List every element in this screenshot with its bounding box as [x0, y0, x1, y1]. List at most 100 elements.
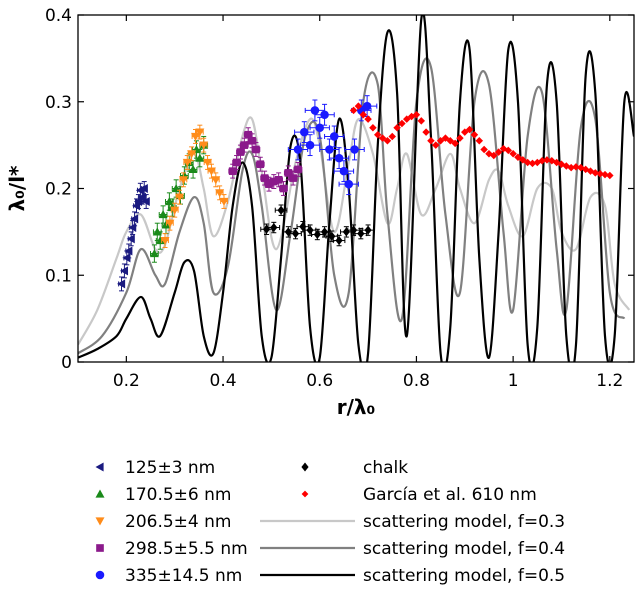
data-point: [451, 139, 459, 148]
data-point: [606, 171, 614, 180]
data-point: [388, 132, 397, 141]
data-point: [349, 225, 358, 235]
legend-label: chalk: [363, 458, 408, 478]
data-point: [165, 219, 175, 228]
legend-marker: [95, 462, 104, 472]
data-point: [294, 165, 302, 174]
legend-item-0: 125±3 nm: [95, 458, 215, 478]
data-point: [490, 151, 498, 160]
data-point: [354, 102, 363, 110]
data-point: [480, 145, 488, 154]
series-6-points: [349, 102, 614, 180]
data-point: [236, 148, 245, 156]
x-tick-label: 0.4: [210, 371, 237, 391]
data-point: [543, 156, 551, 164]
legend-item-1: 170.5±6 nm: [95, 485, 231, 505]
x-tick-label: 1: [508, 371, 519, 391]
data-point: [572, 163, 580, 171]
model-curve-8: [78, 57, 626, 355]
data-point: [139, 184, 148, 193]
data-point: [160, 236, 170, 246]
data-point: [412, 111, 421, 119]
y-tick-label: 0: [61, 353, 72, 373]
data-point: [369, 124, 377, 132]
data-point: [164, 197, 174, 206]
data-point: [244, 130, 253, 139]
data-point: [329, 132, 339, 141]
data-point: [228, 167, 237, 175]
data-point: [509, 150, 517, 158]
legend-item-4: 335±14.5 nm: [95, 566, 242, 586]
legend-label: 298.5±5.5 nm: [125, 539, 248, 559]
data-point: [284, 169, 293, 177]
x-axis-title: r/λ₀: [337, 395, 376, 419]
legend-item-5: chalk: [301, 458, 408, 478]
data-point: [364, 115, 372, 123]
x-tick-label: 1.2: [596, 371, 623, 391]
data-point: [398, 119, 406, 128]
data-point: [170, 206, 180, 215]
data-point: [427, 137, 435, 145]
legend-item-6: García et al. 610 nm: [301, 485, 537, 505]
data-point: [274, 176, 283, 184]
legend-marker: [96, 544, 104, 552]
legend-marker: [301, 462, 309, 472]
legend-label: 170.5±6 nm: [125, 485, 231, 505]
data-point: [494, 148, 503, 156]
data-point: [117, 279, 126, 289]
legend-item-8: scattering model, f=0.4: [260, 539, 565, 559]
legend-marker: [301, 490, 309, 498]
data-point: [206, 167, 216, 176]
data-point: [175, 193, 185, 202]
data-point: [320, 110, 329, 120]
series-0-points: [117, 181, 150, 292]
data-point: [342, 227, 350, 237]
data-point: [374, 130, 382, 139]
data-point: [252, 145, 260, 154]
data-point: [422, 128, 430, 136]
series-8-line-group: [78, 57, 626, 355]
data-point: [359, 111, 368, 119]
data-point: [567, 163, 575, 172]
data-point: [188, 164, 198, 174]
data-point: [199, 141, 209, 150]
legend: 125±3 nm 170.5±6 nm 206.5±4 nm 298.5±5.5 nm…: [95, 458, 565, 586]
plot-area: [78, 15, 634, 362]
data-point: [325, 145, 334, 154]
x-tick-label: 0.8: [403, 371, 430, 391]
series-5-points: [260, 204, 375, 247]
y-axis-title: λ₀/l*: [5, 165, 29, 212]
data-point: [130, 214, 139, 224]
legend-label: 335±14.5 nm: [125, 566, 242, 586]
data-point: [335, 236, 343, 246]
data-point: [344, 179, 354, 189]
y-tick-label: 0.4: [45, 6, 72, 26]
legend-marker: [95, 570, 105, 580]
data-point: [215, 189, 225, 198]
legend-item-9: scattering model, f=0.5: [260, 566, 565, 586]
data-point: [350, 145, 359, 154]
data-point: [310, 106, 320, 115]
data-point: [203, 158, 213, 167]
data-point: [456, 134, 464, 142]
data-point: [141, 197, 150, 207]
legend-label: scattering model, f=0.5: [363, 566, 565, 586]
data-point: [299, 127, 309, 137]
data-point: [339, 166, 349, 176]
legend-label: scattering model, f=0.3: [363, 512, 565, 532]
data-point: [334, 153, 344, 163]
legend-item-7: scattering model, f=0.3: [260, 512, 565, 532]
legend-item-3: 298.5±5.5 nm: [96, 539, 248, 559]
legend-marker: [95, 489, 105, 498]
data-point: [211, 176, 221, 185]
data-point: [465, 125, 474, 134]
data-point: [470, 130, 479, 139]
data-point: [504, 146, 513, 155]
legend-label: 206.5±4 nm: [125, 512, 231, 532]
legend-marker: [95, 517, 105, 526]
data-point: [219, 197, 229, 207]
data-point: [289, 174, 297, 182]
data-point: [124, 246, 133, 256]
y-tick-label: 0.1: [45, 266, 72, 286]
